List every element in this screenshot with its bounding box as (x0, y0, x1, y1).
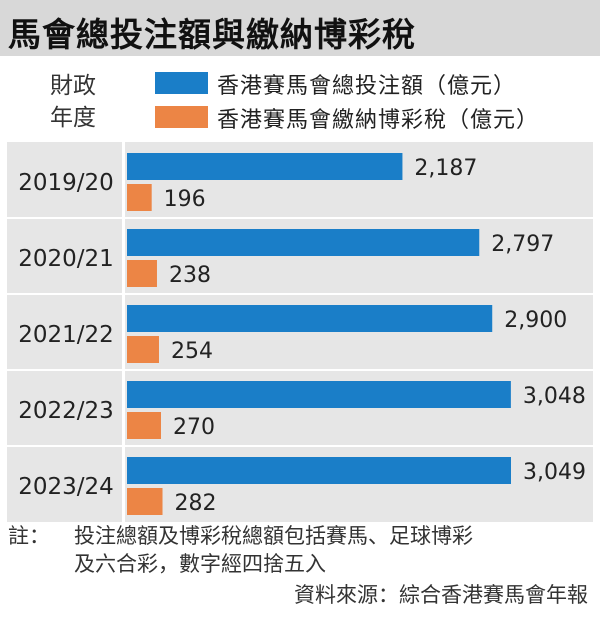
legend-panel (7, 62, 593, 142)
bar-tax (127, 412, 162, 439)
category-label: 2020/21 (18, 246, 114, 272)
bar-tax (127, 336, 159, 363)
source-credit: 資料來源：綜合香港賽馬會年報 (294, 583, 588, 607)
bar-tax (127, 184, 152, 211)
row-separator (7, 445, 593, 447)
bar-tax (127, 260, 157, 287)
legend-label-tax: 香港賽馬會繳納博彩稅（億元） (217, 108, 540, 133)
year-column-header: 財政 年度 (28, 70, 118, 134)
bar-tax (127, 488, 163, 515)
data-label-tax: 196 (164, 187, 206, 212)
bar-turnover (127, 305, 493, 332)
legend-label-turnover: 香港賽馬會總投注額（億元） (217, 74, 517, 99)
category-label: 2022/23 (18, 398, 114, 424)
data-label-turnover: 2,797 (491, 232, 554, 257)
row-separator (7, 217, 593, 219)
title-bar: 馬會總投注額與繳納博彩稅 (0, 0, 600, 56)
data-label-turnover: 3,048 (523, 384, 586, 409)
data-label-tax: 254 (171, 339, 213, 364)
chart-title: 馬會總投注額與繳納博彩稅 (8, 15, 416, 54)
row-separator (7, 369, 593, 371)
bar-turnover (127, 153, 403, 180)
category-label: 2023/24 (18, 474, 114, 500)
year-header-line: 年度 (50, 105, 96, 131)
data-label-tax: 238 (169, 263, 211, 288)
data-label-turnover: 2,187 (414, 156, 477, 181)
category-label: 2021/22 (18, 322, 114, 348)
data-label-tax: 282 (175, 491, 217, 516)
bar-turnover (127, 457, 511, 484)
footnote-label: 註： (8, 524, 50, 548)
data-label-turnover: 3,049 (523, 460, 586, 485)
legend-swatch-tax (155, 106, 208, 128)
data-label-tax: 270 (173, 415, 215, 440)
year-header-line: 財政 (50, 73, 96, 99)
bar-turnover (127, 229, 480, 256)
bar-turnover (127, 381, 511, 408)
footnote-line-1: 投注總額及博彩稅總額包括賽馬、足球博彩 (74, 524, 473, 548)
footnote-line-2: 及六合彩，數字經四捨五入 (74, 552, 326, 576)
row-separator (7, 293, 593, 295)
legend-swatch-turnover (155, 72, 208, 94)
category-label: 2019/20 (18, 170, 114, 196)
column-separator (122, 142, 125, 522)
data-label-turnover: 2,900 (504, 308, 567, 333)
